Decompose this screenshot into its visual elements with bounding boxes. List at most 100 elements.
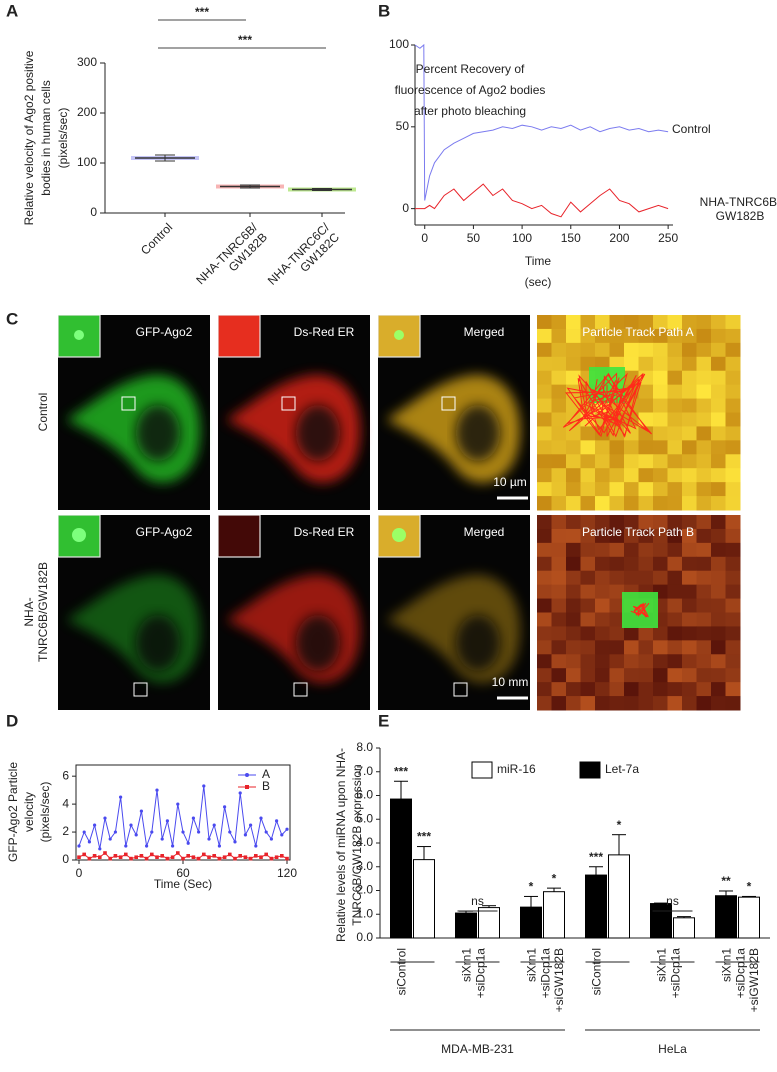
track-pixel	[551, 496, 567, 511]
track-pixel	[696, 556, 712, 572]
track-pixel	[566, 496, 581, 511]
track-pixel	[551, 626, 567, 641]
marker	[228, 830, 232, 834]
track-pixel	[537, 542, 552, 558]
track-pixel	[725, 654, 741, 669]
ns-label: ns	[666, 894, 679, 908]
panel-letter: D	[6, 711, 18, 730]
track-pixel	[580, 342, 596, 358]
track-pixel	[667, 682, 683, 697]
bar	[478, 907, 500, 939]
inset	[377, 314, 421, 358]
legend-marker	[245, 773, 249, 777]
track-pixel	[566, 640, 581, 655]
track-pixel	[580, 496, 596, 511]
marker	[207, 837, 211, 841]
ns-label: ns	[471, 894, 484, 908]
track-pixel	[711, 640, 726, 655]
marker	[93, 823, 97, 827]
track-pixel	[551, 398, 567, 413]
track-pixel	[638, 570, 654, 586]
track-pixel	[638, 496, 654, 511]
marker	[248, 856, 253, 861]
track-pixel	[566, 570, 581, 586]
track-pixel	[682, 440, 697, 455]
track-pixel	[595, 542, 610, 558]
y-axis-label: fluorescence of Ago2 bodies	[395, 83, 546, 97]
marker	[196, 856, 201, 861]
track-pixel	[609, 528, 625, 544]
track-pixel	[682, 570, 697, 586]
track-pixel	[537, 556, 552, 572]
marker	[77, 844, 81, 848]
roi-box	[281, 396, 296, 411]
marker	[217, 856, 222, 861]
track-pixel	[537, 426, 552, 441]
legend-label: A	[262, 767, 270, 781]
track-pixel	[580, 482, 596, 497]
track-pixel	[653, 640, 668, 655]
track-pixel	[551, 440, 567, 455]
track-pixel	[580, 315, 596, 330]
track-pixel	[711, 482, 726, 497]
track-pixel	[667, 556, 683, 572]
track-pixel	[667, 426, 683, 441]
roi-box	[453, 682, 468, 697]
track-pixel	[624, 440, 639, 455]
track-pixel	[667, 356, 683, 372]
track-pixel	[551, 384, 567, 400]
track-pixel	[696, 570, 712, 586]
channel-label: GFP-Ago2	[136, 525, 193, 539]
track-pixel	[609, 454, 625, 469]
track-pixel	[638, 454, 654, 469]
y-tick-label: 1.0	[356, 906, 373, 920]
y-tick-label: 0.0	[356, 930, 373, 944]
track-pixel	[711, 315, 726, 330]
track-pixel	[667, 315, 683, 330]
track-pixel	[725, 668, 741, 683]
track-pixel	[609, 598, 625, 613]
track-pixel	[711, 370, 726, 386]
significance-label: **	[721, 874, 731, 888]
track-pixel	[696, 440, 712, 455]
track-pixel	[609, 584, 625, 600]
track-pixel	[711, 612, 726, 627]
track-pixel	[566, 668, 581, 683]
track-pixel	[566, 440, 581, 455]
track-label: Particle Track Path B	[582, 525, 694, 539]
track-pixel	[551, 454, 567, 469]
track-pixel	[580, 454, 596, 469]
marker	[264, 852, 268, 857]
track-pixel	[566, 528, 581, 544]
track-pixel	[595, 315, 610, 330]
track-pixel	[682, 612, 697, 627]
track-pixel	[624, 682, 639, 697]
track-pixel	[624, 342, 639, 358]
track-pixel	[624, 570, 639, 586]
track-pixel	[537, 384, 552, 400]
track-pixel	[696, 370, 712, 386]
track-pixel	[682, 384, 697, 400]
x-tick-label: 150	[561, 231, 581, 245]
track-pixel	[609, 496, 625, 511]
track-pixel	[711, 542, 726, 558]
track-pixel	[580, 626, 596, 641]
track-pixel	[595, 515, 610, 530]
channel-label: Ds-Red ER	[294, 325, 355, 339]
track-pixel	[653, 398, 668, 413]
track-pixel	[537, 515, 552, 530]
track-pixel	[537, 356, 552, 372]
track-pixel	[696, 515, 712, 530]
track-pixel	[537, 528, 552, 544]
marker	[108, 837, 112, 841]
track-pixel	[580, 440, 596, 455]
track-pixel	[696, 468, 712, 483]
track-pixel	[682, 640, 697, 655]
y-axis-label: Percent Recovery of	[416, 62, 525, 76]
track-pixel	[725, 626, 741, 641]
track-pixel	[696, 412, 712, 427]
track-pixel	[638, 468, 654, 483]
series-label: Control	[672, 122, 711, 136]
track-pixel	[711, 398, 726, 413]
track-pixel	[725, 584, 741, 600]
